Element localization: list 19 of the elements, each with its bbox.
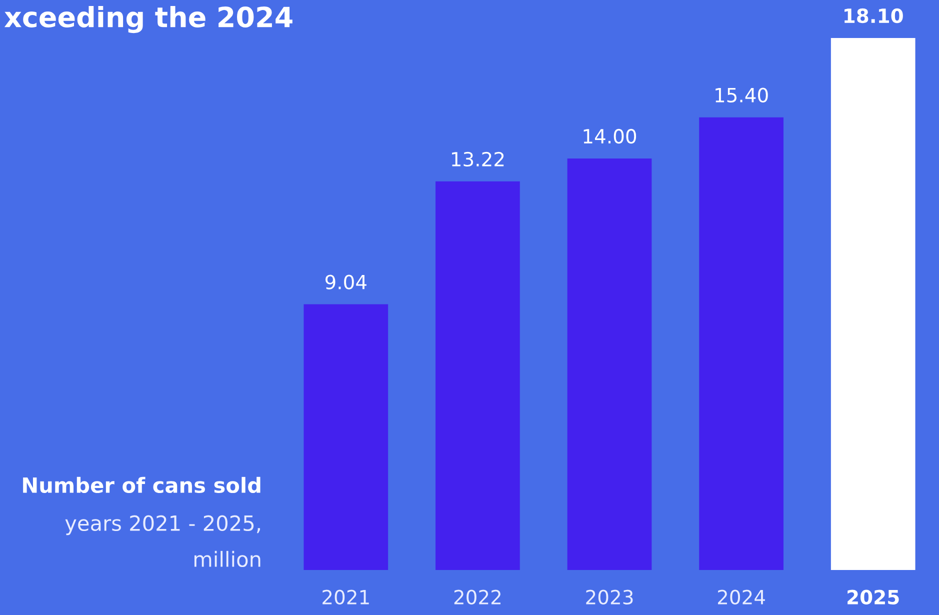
x-tick-label: 2024 bbox=[718, 590, 765, 604]
text: Number of cans sold bbox=[23, 476, 260, 494]
x-tick-label: 2021 bbox=[322, 590, 369, 604]
data-label: 9.04 bbox=[325, 274, 366, 290]
data-label: 18.10 bbox=[844, 8, 903, 24]
bar bbox=[567, 158, 652, 570]
text: years 2021 - 2025, bbox=[65, 515, 260, 536]
text: million bbox=[194, 550, 260, 568]
bar bbox=[304, 304, 388, 570]
x-tick-label: 2023 bbox=[586, 590, 633, 604]
bar bbox=[699, 117, 784, 570]
data-label: 14.00 bbox=[584, 128, 636, 144]
x-tick-label: 2022 bbox=[454, 590, 500, 604]
data-label: 13.22 bbox=[452, 152, 504, 167]
data-label: 15.40 bbox=[716, 88, 768, 102]
bar bbox=[436, 181, 520, 570]
chart-title: xceeding the 2024 bbox=[4, 6, 292, 34]
bar bbox=[830, 38, 916, 570]
x-tick-label: 2025 bbox=[848, 590, 899, 604]
